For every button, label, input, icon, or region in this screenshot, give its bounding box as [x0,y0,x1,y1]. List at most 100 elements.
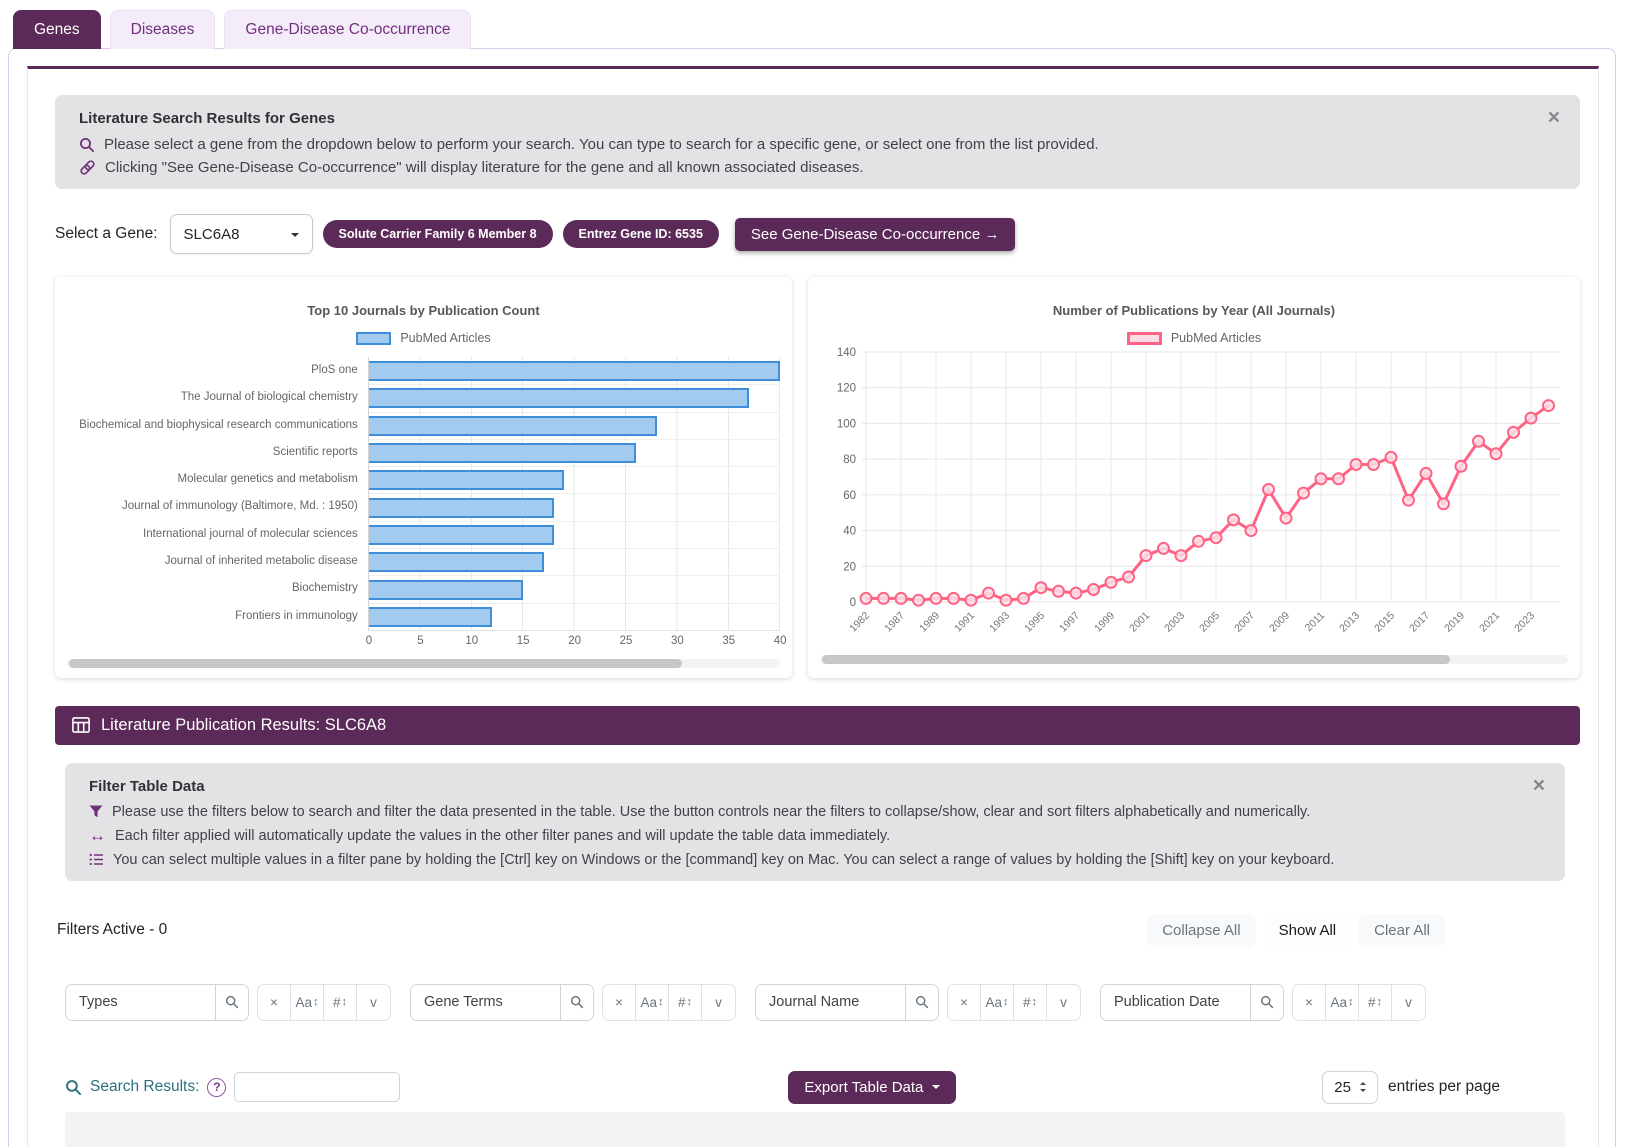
bar[interactable] [368,579,523,600]
scrollbar-thumb[interactable] [69,658,683,668]
tab-diseases[interactable]: Diseases [109,10,216,49]
line-data-point[interactable] [1174,549,1188,563]
line-data-point[interactable] [1524,411,1538,425]
filter-sort-numeric-button[interactable]: # ↕ [1014,984,1047,1020]
line-data-point[interactable] [1367,458,1380,471]
line-data-point[interactable] [1437,497,1450,511]
line-data-point[interactable] [894,591,908,605]
filter-collapse-button[interactable]: v [702,985,735,1020]
line-data-point[interactable] [1384,450,1398,464]
filter-clear-button[interactable]: × [948,984,981,1020]
scrollbar-thumb[interactable] [822,655,1451,664]
line-data-point[interactable] [1472,434,1485,448]
line-data-point[interactable] [1087,583,1100,596]
filter-input-gene-terms[interactable] [411,984,560,1020]
filter-sort-numeric-button[interactable]: # ↕ [1359,984,1392,1020]
bar[interactable] [368,524,554,545]
line-data-point[interactable] [1262,483,1275,496]
export-table-data-button[interactable]: Export Table Data [788,1070,957,1104]
filter-clear-button[interactable]: × [603,984,636,1020]
line-data-point[interactable] [1227,513,1240,527]
filter-sort-numeric-button[interactable]: # ↕ [324,984,357,1020]
see-cooccurrence-button[interactable]: See Gene-Disease Co-occurrence → [734,217,1016,251]
line-chart-legend[interactable]: PubMed Articles [820,331,1568,345]
line-data-point[interactable] [1402,493,1415,507]
line-data-point[interactable] [1279,511,1293,525]
line-data-point[interactable] [982,586,995,600]
line-data-point[interactable] [912,593,925,607]
line-data-point[interactable] [877,591,890,605]
line-data-point[interactable] [1157,541,1170,555]
filter-sort-alpha-button[interactable]: Aa ↕ [981,984,1014,1020]
line-data-point[interactable] [1244,524,1258,538]
intro-alert-line-1: Please select a gene from the dropdown b… [79,136,1556,153]
bar[interactable] [368,470,565,491]
bar-category-label: Frontiers in immunology [235,609,358,622]
bar-row [368,357,780,384]
filter-collapse-button[interactable]: v [1392,985,1425,1020]
tab-genes[interactable]: Genes [13,10,101,49]
bar[interactable] [368,388,750,409]
filter-sort-alpha-button[interactable]: Aa ↕ [636,984,669,1020]
line-data-point[interactable] [929,591,943,605]
filter-sort-alpha-button[interactable]: Aa ↕ [291,984,324,1020]
line-data-point[interactable] [1314,472,1328,486]
search-icon[interactable] [1250,984,1283,1020]
bar[interactable] [368,360,780,381]
filter-collapse-button[interactable]: v [357,985,390,1020]
line-data-point[interactable] [1192,534,1205,548]
collapse-all-button[interactable]: Collapse All [1147,913,1256,947]
bar-chart-legend[interactable]: PubMed Articles [67,331,780,345]
filter-sort-alpha-button[interactable]: Aa ↕ [1326,984,1359,1020]
bar[interactable] [368,606,493,627]
line-data-point[interactable] [1034,581,1048,595]
search-results-input[interactable] [234,1072,401,1103]
tab-gene-disease-co-occurrence[interactable]: Gene-Disease Co-occurrence [224,10,472,49]
line-data-point[interactable] [947,591,960,605]
line-data-point[interactable] [1017,591,1030,605]
show-all-button[interactable]: Show All [1263,913,1352,947]
line-data-point[interactable] [1052,584,1065,598]
line-data-point[interactable] [999,593,1013,607]
line-data-point[interactable] [1419,466,1433,480]
line-data-point[interactable] [1349,458,1363,471]
close-icon[interactable]: × [1532,773,1545,797]
multi-select-list-icon [89,853,104,866]
search-icon[interactable] [215,984,248,1020]
filter-clear-button[interactable]: × [258,984,291,1020]
filter-sort-numeric-button[interactable]: # ↕ [669,984,702,1020]
line-data-point[interactable] [1489,447,1503,461]
bar[interactable] [368,497,554,518]
help-icon[interactable]: ? [207,1077,227,1097]
entries-per-page-select[interactable]: 25 [1322,1070,1378,1104]
search-icon[interactable] [905,984,938,1020]
line-data-point[interactable] [1209,531,1223,545]
filter-input-journal-name[interactable] [756,984,905,1020]
clear-all-button[interactable]: Clear All [1359,913,1445,947]
bar[interactable] [368,552,544,573]
search-icon[interactable] [560,984,593,1020]
line-data-point[interactable] [1507,425,1520,439]
intro-alert: Literature Search Results for Genes Plea… [55,95,1580,189]
line-data-point[interactable] [964,593,978,607]
filter-collapse-button[interactable]: v [1047,985,1080,1020]
results-section-title: Literature Publication Results: SLC6A8 [101,715,387,734]
bar[interactable] [368,443,637,464]
x-axis-tick-label: 1987 [882,610,907,635]
close-icon[interactable]: × [1547,106,1560,129]
gene-select[interactable]: SLC6A8 [169,214,313,254]
line-data-point[interactable] [1122,570,1135,584]
line-data-point[interactable] [1104,575,1118,589]
line-data-point[interactable] [1139,549,1153,563]
line-data-point[interactable] [1332,472,1345,486]
filter-input-publication-date[interactable] [1101,984,1250,1020]
line-data-point[interactable] [1297,486,1310,500]
filter-clear-button[interactable]: × [1293,984,1326,1020]
line-data-point[interactable] [1069,586,1083,600]
bar-row [368,466,780,493]
filter-input-types[interactable] [66,984,215,1020]
line-data-point[interactable] [1542,399,1555,413]
line-data-point[interactable] [1454,459,1468,473]
bar[interactable] [368,415,657,436]
line-data-point[interactable] [859,591,873,605]
